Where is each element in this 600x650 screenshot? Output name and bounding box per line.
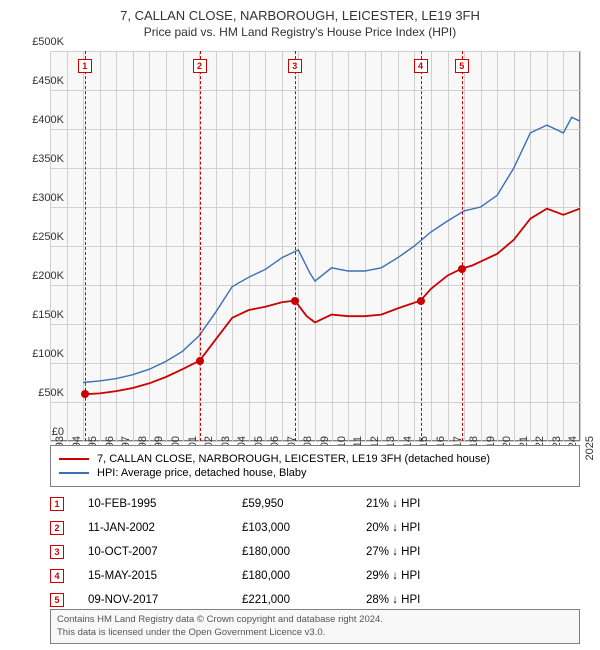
y-axis-label: £150K bbox=[14, 309, 64, 321]
sale-row: 3 10-OCT-2007 £180,000 27% ↓ HPI bbox=[50, 540, 580, 564]
sale-row-price: £221,000 bbox=[242, 594, 342, 606]
y-axis-label: £350K bbox=[14, 153, 64, 165]
sale-row-price: £180,000 bbox=[242, 546, 342, 558]
y-axis-label: £50K bbox=[14, 387, 64, 399]
footer-attribution: Contains HM Land Registry data © Crown c… bbox=[50, 609, 580, 644]
line-series-svg bbox=[50, 51, 580, 441]
sale-row-badge: 3 bbox=[50, 545, 64, 559]
sale-row-price: £59,950 bbox=[242, 498, 342, 510]
sale-row-diff: 20% ↓ HPI bbox=[366, 522, 486, 534]
y-axis-label: £400K bbox=[14, 114, 64, 126]
sale-row-date: 09-NOV-2017 bbox=[88, 594, 218, 606]
sale-marker-badge: 1 bbox=[78, 59, 92, 73]
sale-point-dot bbox=[458, 265, 466, 273]
sale-row-diff: 29% ↓ HPI bbox=[366, 570, 486, 582]
series-line-property bbox=[85, 209, 580, 395]
chart-title: 7, CALLAN CLOSE, NARBOROUGH, LEICESTER, … bbox=[0, 0, 600, 23]
sale-point-dot bbox=[196, 357, 204, 365]
legend-label-property: 7, CALLAN CLOSE, NARBOROUGH, LEICESTER, … bbox=[97, 453, 490, 465]
sale-row: 4 15-MAY-2015 £180,000 29% ↓ HPI bbox=[50, 564, 580, 588]
sale-row-date: 15-MAY-2015 bbox=[88, 570, 218, 582]
y-axis-label: £300K bbox=[14, 192, 64, 204]
sale-row: 1 10-FEB-1995 £59,950 21% ↓ HPI bbox=[50, 492, 580, 516]
series-line-hpi bbox=[83, 117, 580, 382]
sale-row-diff: 28% ↓ HPI bbox=[366, 594, 486, 606]
sale-marker-badge: 3 bbox=[288, 59, 302, 73]
legend-swatch-property bbox=[59, 458, 89, 460]
sale-point-dot bbox=[291, 297, 299, 305]
sale-marker-line bbox=[85, 51, 86, 441]
legend-item-hpi: HPI: Average price, detached house, Blab… bbox=[59, 466, 571, 480]
y-axis-label: £200K bbox=[14, 270, 64, 282]
sale-point-dot bbox=[417, 297, 425, 305]
legend: 7, CALLAN CLOSE, NARBOROUGH, LEICESTER, … bbox=[50, 445, 580, 487]
sale-row-date: 10-FEB-1995 bbox=[88, 498, 218, 510]
sale-row: 2 11-JAN-2002 £103,000 20% ↓ HPI bbox=[50, 516, 580, 540]
chart-subtitle: Price paid vs. HM Land Registry's House … bbox=[0, 23, 600, 39]
sale-marker-line bbox=[421, 51, 422, 441]
footer-line1: Contains HM Land Registry data © Crown c… bbox=[57, 614, 573, 626]
sale-marker-badge: 2 bbox=[193, 59, 207, 73]
footer-line2: This data is licensed under the Open Gov… bbox=[57, 627, 573, 639]
y-axis-label: £100K bbox=[14, 348, 64, 360]
y-axis-label: £500K bbox=[14, 36, 64, 48]
chart-area: 1 2 3 4 5 bbox=[50, 51, 580, 441]
vgrid-line bbox=[580, 51, 581, 441]
sale-row-date: 10-OCT-2007 bbox=[88, 546, 218, 558]
sale-marker-badge: 5 bbox=[455, 59, 469, 73]
legend-swatch-hpi bbox=[59, 472, 89, 474]
sales-table: 1 10-FEB-1995 £59,950 21% ↓ HPI 2 11-JAN-2002… bbox=[50, 492, 580, 612]
y-axis-label: £450K bbox=[14, 75, 64, 87]
x-axis-label: 2025 bbox=[584, 436, 596, 476]
sale-row-badge: 2 bbox=[50, 521, 64, 535]
sale-row-diff: 21% ↓ HPI bbox=[366, 498, 486, 510]
sale-row-badge: 5 bbox=[50, 593, 64, 607]
sale-marker-line bbox=[462, 51, 463, 441]
legend-item-property: 7, CALLAN CLOSE, NARBOROUGH, LEICESTER, … bbox=[59, 452, 571, 466]
y-axis-label: £250K bbox=[14, 231, 64, 243]
sale-row-date: 11-JAN-2002 bbox=[88, 522, 218, 534]
sale-row-badge: 1 bbox=[50, 497, 64, 511]
sale-point-dot bbox=[81, 390, 89, 398]
sale-row-price: £103,000 bbox=[242, 522, 342, 534]
sale-row-price: £180,000 bbox=[242, 570, 342, 582]
sale-row-diff: 27% ↓ HPI bbox=[366, 546, 486, 558]
sale-row-badge: 4 bbox=[50, 569, 64, 583]
sale-marker-badge: 4 bbox=[414, 59, 428, 73]
sale-marker-line bbox=[295, 51, 296, 441]
legend-label-hpi: HPI: Average price, detached house, Blab… bbox=[97, 467, 307, 479]
sale-marker-line bbox=[200, 51, 201, 441]
